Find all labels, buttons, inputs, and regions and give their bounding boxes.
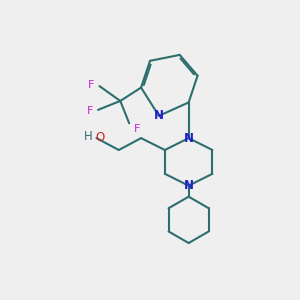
Text: F: F <box>87 106 93 116</box>
Text: F: F <box>134 124 141 134</box>
Text: F: F <box>88 80 94 90</box>
Text: N: N <box>184 132 194 145</box>
Text: O: O <box>96 131 105 144</box>
Text: N: N <box>184 179 194 192</box>
Text: H: H <box>84 130 93 143</box>
Text: N: N <box>154 109 164 122</box>
